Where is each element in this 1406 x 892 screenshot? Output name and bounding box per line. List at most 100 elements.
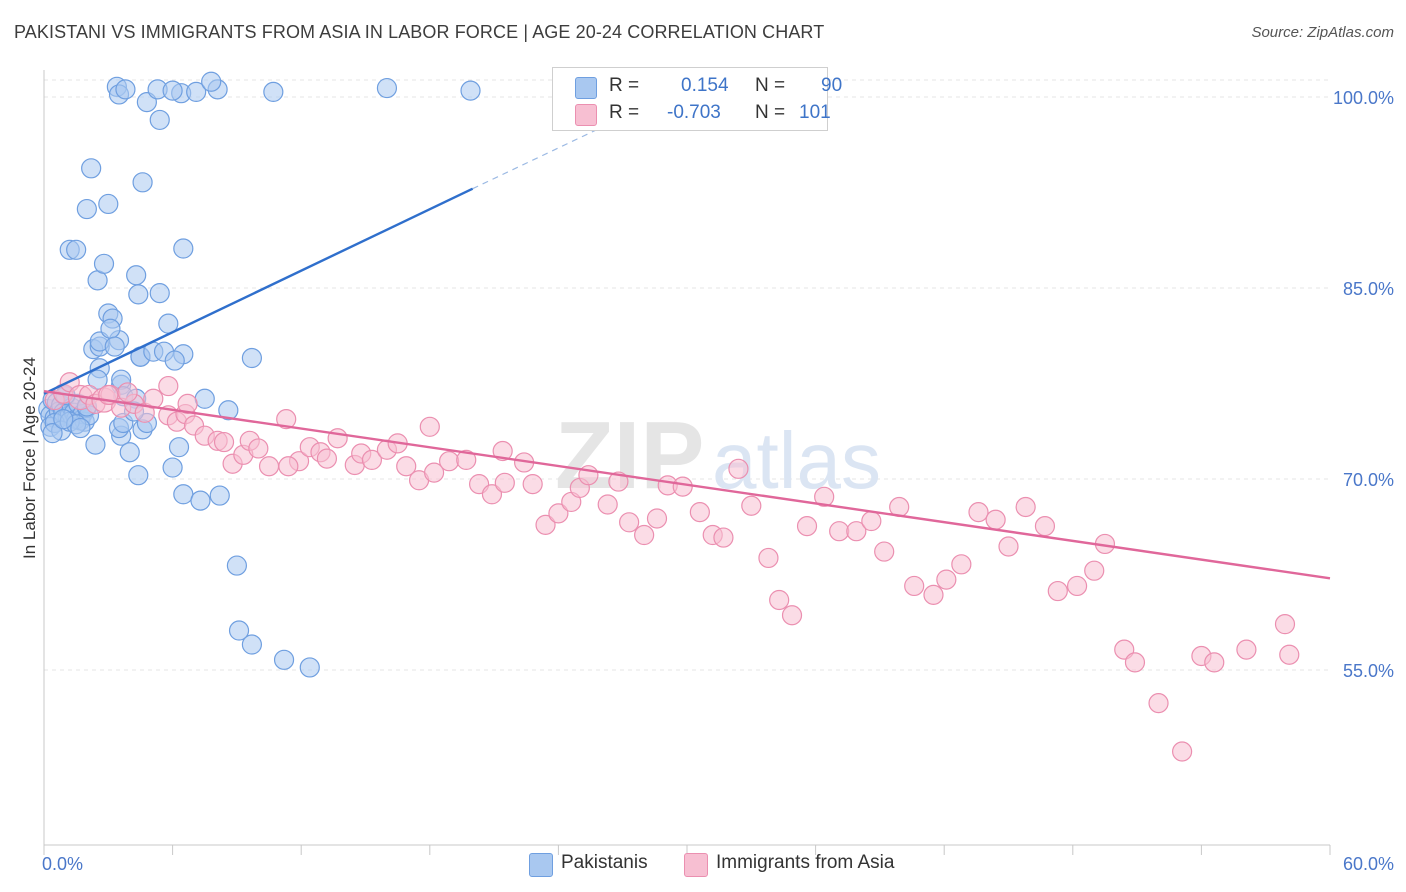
y-tick-label: 70.0%: [1343, 470, 1394, 490]
data-point: [728, 458, 749, 479]
data-point: [1047, 580, 1068, 602]
data-point: [1172, 741, 1193, 762]
legend-r-value: 0.154: [681, 75, 729, 96]
data-point: [923, 584, 944, 605]
data-point: [634, 524, 655, 546]
data-point: [1066, 575, 1088, 597]
legend-swatch-immigrants: [575, 104, 597, 126]
data-point: [951, 554, 972, 575]
data-point: [689, 502, 710, 523]
data-point: [258, 456, 280, 477]
data-point: [968, 502, 989, 523]
data-point: [117, 382, 138, 403]
data-point: [460, 80, 481, 101]
data-point: [396, 456, 417, 477]
data-point: [76, 198, 97, 220]
axes: [43, 70, 1331, 855]
data-point: [672, 476, 693, 497]
y-axis-title: In Labor Force | Age 20-24: [20, 357, 39, 559]
data-point: [213, 431, 235, 453]
data-point: [781, 605, 803, 626]
data-point: [209, 485, 230, 506]
legend-n-label: N =: [755, 75, 786, 96]
x-tick-label-min: 0.0%: [42, 854, 83, 874]
legend-n-label: N =: [755, 102, 786, 123]
data-point: [522, 473, 543, 495]
data-point: [874, 541, 895, 562]
data-point: [861, 510, 882, 532]
data-point: [104, 336, 125, 357]
data-point: [494, 472, 515, 493]
y-tick-label: 100.0%: [1333, 88, 1394, 108]
data-point: [70, 417, 91, 439]
series-0-points: [38, 71, 481, 678]
data-point: [218, 400, 239, 421]
data-point: [186, 81, 207, 103]
data-point: [597, 494, 618, 515]
data-point: [814, 486, 835, 507]
legend-r-label: R =: [609, 102, 640, 123]
series-label-immigrants: Immigrants from Asia: [716, 852, 895, 873]
data-point: [158, 375, 179, 397]
y-tick-label: 55.0%: [1343, 661, 1394, 681]
data-point: [1274, 614, 1296, 635]
data-point: [998, 536, 1019, 557]
data-point: [608, 471, 629, 492]
data-point: [241, 634, 263, 655]
legend-swatch-pakistanis: [575, 77, 597, 99]
data-point: [619, 512, 640, 533]
data-point: [278, 456, 299, 477]
data-point: [85, 434, 106, 455]
data-points: [38, 71, 1300, 762]
data-point: [177, 393, 198, 414]
data-point: [936, 569, 957, 590]
data-point: [241, 347, 263, 369]
data-point: [81, 158, 102, 179]
data-point: [263, 81, 284, 103]
data-point: [361, 449, 383, 470]
data-point: [42, 423, 63, 444]
data-point: [162, 457, 183, 478]
trend-line-0: [43, 187, 474, 395]
data-point: [1084, 560, 1105, 581]
data-point: [100, 318, 121, 339]
data-point: [846, 521, 867, 542]
data-point: [228, 620, 250, 641]
data-point: [128, 284, 149, 305]
correlation-legend: R = 0.154 N = 90 R = -0.703 N = 101: [552, 67, 842, 131]
data-point: [273, 649, 295, 670]
legend-n-value: 101: [799, 102, 831, 123]
data-point: [423, 462, 445, 483]
data-point: [1279, 644, 1300, 665]
data-point: [492, 440, 513, 462]
data-point: [1204, 652, 1225, 673]
data-point: [93, 253, 115, 274]
data-point: [419, 416, 440, 437]
data-point: [201, 71, 222, 92]
legend-n-value: 90: [821, 75, 843, 96]
trend-line-1: [43, 389, 1331, 580]
data-point: [985, 509, 1006, 530]
series-swatch-pakistanis: [529, 853, 553, 877]
data-point: [481, 484, 503, 505]
data-point: [316, 448, 338, 469]
data-point: [132, 172, 153, 193]
data-point: [126, 265, 147, 286]
gridlines: [44, 79, 1330, 671]
data-point: [713, 527, 734, 548]
chart-title: PAKISTANI VS IMMIGRANTS FROM ASIA IN LAB…: [14, 22, 825, 42]
x-tick-label-max: 60.0%: [1343, 854, 1394, 874]
data-point: [226, 555, 247, 576]
data-point: [796, 516, 818, 537]
data-point: [66, 239, 87, 260]
data-point: [1015, 496, 1036, 518]
data-point: [646, 508, 668, 529]
data-point: [548, 503, 569, 524]
data-point: [115, 79, 136, 100]
data-point: [248, 438, 269, 459]
y-tick-label: 85.0%: [1343, 279, 1394, 299]
data-point: [535, 514, 556, 535]
data-point: [769, 589, 790, 611]
data-point: [456, 449, 477, 470]
